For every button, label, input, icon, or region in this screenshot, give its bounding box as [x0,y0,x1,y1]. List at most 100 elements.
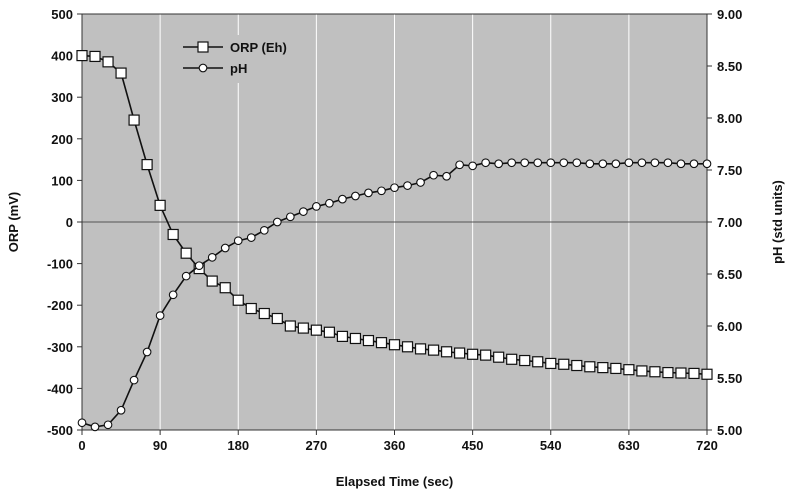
orp-point [414,343,427,355]
ph-point [494,159,504,169]
ph-point [520,158,530,168]
ph-point [364,188,373,198]
ph-point [533,158,543,168]
ph-point [598,159,608,169]
ph-point [325,198,334,208]
orp-point [336,330,349,342]
legend: ORP (Eh) pH [178,35,308,83]
orp-point [206,275,218,287]
orp-point [362,334,375,347]
orp-point [297,322,309,334]
ph-point [429,170,438,180]
y-tick-label: -400 [47,381,73,396]
x-tick-label: 360 [384,438,406,453]
ph-point [181,271,191,281]
orp-point [128,114,140,126]
y-axis-title: ORP (mV) [6,192,21,252]
x-tick-label: 540 [540,438,562,453]
orp-point [440,346,453,358]
orp-point [323,326,335,338]
ph-point [650,158,660,168]
orp-point [271,312,283,325]
orp-point [506,353,518,365]
ph-point [455,160,464,170]
ph-point [572,158,582,168]
y-tick-label: 0 [66,215,73,230]
ph-point [390,183,399,193]
y2-tick-label: 5.50 [717,371,742,386]
ph-point [233,236,243,246]
ph-point [676,159,686,169]
orp-point [245,302,257,315]
orp-point [401,341,414,353]
y-tick-label: -100 [47,257,73,272]
y2-tick-label: 5.00 [717,423,742,438]
orp-point [427,344,440,356]
orp-point [388,339,401,351]
legend-marker-orp [197,41,209,53]
orp-point [610,362,622,375]
ph-point [312,202,321,211]
orp-point [636,365,648,377]
orp-point [102,56,114,68]
orp-point [480,349,492,361]
ph-point [507,158,517,168]
ph-point [246,233,256,242]
orp-point [649,366,661,378]
ph-point [546,158,556,168]
ph-point [377,186,386,196]
ph-point [285,212,295,222]
ph-point [220,243,230,253]
x-tick-label: 450 [462,438,484,453]
y-tick-label: -200 [47,298,73,313]
ph-point [559,158,569,168]
x-tick-label: 270 [306,438,328,453]
x-tick-label: 630 [618,438,640,453]
x-tick-label: 0 [78,438,85,453]
ph-point [663,158,673,168]
orp-point [310,324,322,336]
y2-axis-title: pH (std units) [770,180,785,264]
y2-tick-label: 6.00 [717,319,742,334]
ph-point [481,158,490,168]
orp-point [519,354,531,367]
orp-point [467,348,479,360]
orp-point [597,362,609,374]
y-tick-label: 100 [51,173,73,188]
ph-point [168,290,178,300]
y-tick-label: -500 [47,423,73,438]
ph-point [416,178,425,187]
ph-point [351,191,360,201]
ph-point [116,405,126,415]
legend-label-ph: pH [230,61,247,76]
ph-point [442,171,451,181]
ph-point [129,375,139,385]
y2-tick-label: 8.50 [717,59,742,74]
ph-point [142,347,152,357]
ph-point [338,194,347,204]
ph-point [702,159,712,169]
orp-point [258,307,270,320]
axis-ticks: 0 90 180 270 360 450 540 630 720 -500 -400 -300 -200… [47,7,742,453]
orp-point [89,50,101,63]
x-tick-label: 180 [227,438,249,453]
x-axis-title: Elapsed Time (sec) [336,474,454,489]
ph-point [689,159,699,169]
ph-point [272,217,282,227]
legend-label-orp: ORP (Eh) [230,40,287,55]
ph-point [624,158,634,168]
orp-point [545,357,557,370]
series-layer [76,49,713,432]
ph-point [194,261,204,271]
orp-point [284,320,296,332]
ph-point [585,159,595,169]
y-tick-label: 400 [51,49,73,64]
y2-tick-label: 8.00 [717,111,742,126]
orp-point [675,367,687,379]
orp-point [154,199,166,211]
y2-tick-label: 6.50 [717,267,742,282]
orp-point [701,368,713,380]
orp-point [141,158,153,171]
orp-point [584,361,596,373]
